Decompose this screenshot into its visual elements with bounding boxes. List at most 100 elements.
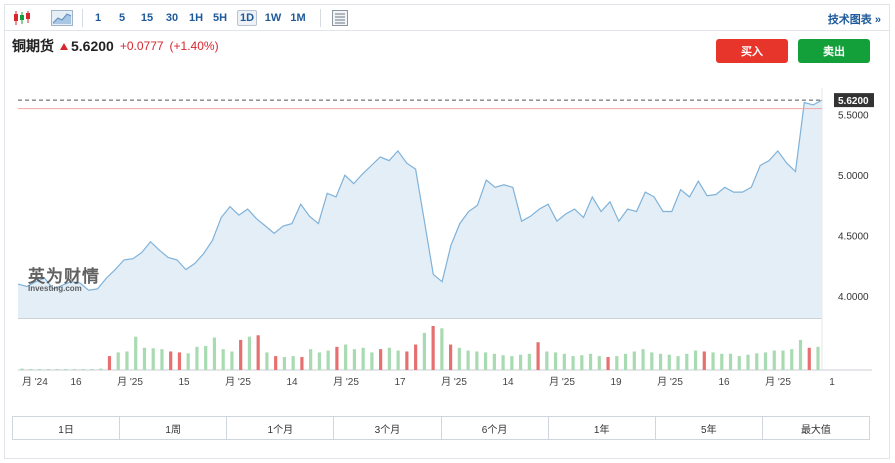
x-tick-label: 月 '25: [765, 376, 791, 388]
volume-bar: [737, 356, 741, 370]
volume-bar: [300, 357, 304, 370]
interval-1m[interactable]: 1M: [290, 12, 306, 24]
current-price-label: 5.6200: [838, 96, 869, 107]
volume-bar: [256, 335, 260, 370]
price-header: 铜期货 5.6200 +0.0777 (+1.40%): [12, 36, 219, 56]
volume-bar: [239, 339, 243, 370]
candlestick-icon[interactable]: [11, 9, 33, 27]
volume-bar: [711, 352, 715, 370]
volume-bar: [510, 356, 514, 370]
range-tab-1m[interactable]: 1个月: [227, 417, 335, 439]
x-tick-label: 15: [178, 377, 190, 388]
volume-bar: [46, 369, 50, 370]
volume-bar: [204, 345, 208, 370]
interval-1h[interactable]: 1H: [188, 12, 204, 24]
current-price-tag: [834, 93, 874, 108]
volume-bar: [221, 349, 225, 370]
x-tick-label: 月 '25: [657, 376, 683, 388]
volume-bar: [798, 339, 803, 370]
volume-bar: [134, 336, 138, 370]
range-tab-5y[interactable]: 5年: [656, 417, 763, 439]
volume-bar: [641, 349, 645, 370]
volume-bar: [125, 351, 129, 370]
range-tab-max[interactable]: 最大值: [800, 424, 831, 436]
volume-bar: [466, 350, 470, 370]
volume-bar: [396, 350, 400, 370]
volume-bar: [571, 356, 575, 370]
watermark-cn: 英为财情: [28, 267, 100, 286]
range-tab-3m[interactable]: 3个月: [334, 417, 442, 439]
volume-bar: [317, 352, 322, 370]
volume-bar: [309, 349, 313, 370]
volume-bar: [274, 356, 278, 370]
interval-1d[interactable]: 1D: [237, 10, 257, 26]
volume-bar: [387, 347, 391, 370]
volume-bar: [580, 355, 584, 370]
interval-30[interactable]: 30: [165, 12, 179, 24]
y-tick-label: 4.0000: [838, 292, 869, 303]
volume-bar: [195, 346, 199, 370]
range-tab-1w[interactable]: 1周: [120, 417, 228, 439]
volume-bar: [160, 349, 164, 370]
range-tabs: 1日 1周 1个月 3个月 6个月 1年 5年 最大值: [12, 416, 870, 440]
interval-15[interactable]: 15: [140, 12, 154, 24]
volume-bar: [107, 356, 112, 370]
x-tick-label: 16: [70, 377, 82, 388]
tech-chart-link[interactable]: 技术图表 »: [827, 14, 881, 26]
volume-bar: [72, 369, 77, 370]
toolbar-separator: [320, 9, 321, 27]
volume-bar: [518, 354, 523, 370]
volume-bar: [606, 357, 610, 370]
volume-bar: [29, 369, 33, 370]
volume-bar: [492, 353, 496, 370]
volume-bar: [20, 368, 24, 370]
volume-bar: [807, 347, 811, 370]
volume-bar: [64, 369, 68, 370]
volume-bar: [440, 328, 444, 370]
volume-bar: [597, 356, 601, 370]
range-tab-6m[interactable]: 6个月: [442, 417, 549, 439]
volume-bar: [361, 347, 365, 370]
volume-bar: [449, 344, 453, 370]
volume-bar: [379, 349, 383, 370]
volume-bar: [720, 353, 724, 370]
volume-bar: [414, 344, 418, 370]
volume-bar: [326, 350, 330, 370]
volume-bar: [116, 352, 120, 370]
volume-bar: [142, 347, 147, 370]
volume-bar: [484, 352, 488, 370]
volume-bar: [457, 347, 461, 370]
range-tab-1y[interactable]: 1年: [549, 417, 656, 439]
interval-5h[interactable]: 5H: [212, 12, 228, 24]
interval-1[interactable]: 1: [94, 12, 102, 24]
volume-bar: [693, 350, 698, 370]
toolbar-separator: [82, 9, 83, 27]
volume-bar: [790, 349, 794, 370]
price-area: [18, 100, 822, 318]
volume-bar: [685, 353, 689, 370]
volume-bar: [405, 351, 409, 370]
volume-bar: [562, 353, 566, 370]
x-tick-label: 月 '25: [549, 376, 575, 388]
volume-bar: [650, 352, 654, 370]
volume-bar: [81, 369, 85, 370]
buy-button[interactable]: 买入: [716, 39, 788, 63]
volume-bar: [151, 348, 155, 370]
volume-bar: [527, 353, 531, 370]
area-chart-icon[interactable]: [49, 9, 75, 27]
sell-button[interactable]: 卖出: [798, 39, 870, 63]
watermark-en: Investing.com: [28, 284, 82, 293]
table-icon[interactable]: [329, 9, 351, 27]
range-tab-1d[interactable]: 1日: [13, 417, 121, 439]
volume-bar: [667, 354, 671, 370]
chart-widget: 1 5 15 30 1H 5H 1D 1W 1M 技术图表 »: [4, 4, 890, 459]
volume-bar: [90, 369, 94, 370]
y-tick-label: 5.0000: [838, 171, 869, 182]
interval-1w[interactable]: 1W: [264, 12, 282, 24]
volume-bar: [186, 353, 190, 370]
volume-bar: [422, 332, 426, 370]
x-tick-label: 1: [829, 377, 835, 388]
volume-bar: [230, 351, 234, 370]
interval-5[interactable]: 5: [118, 12, 126, 24]
